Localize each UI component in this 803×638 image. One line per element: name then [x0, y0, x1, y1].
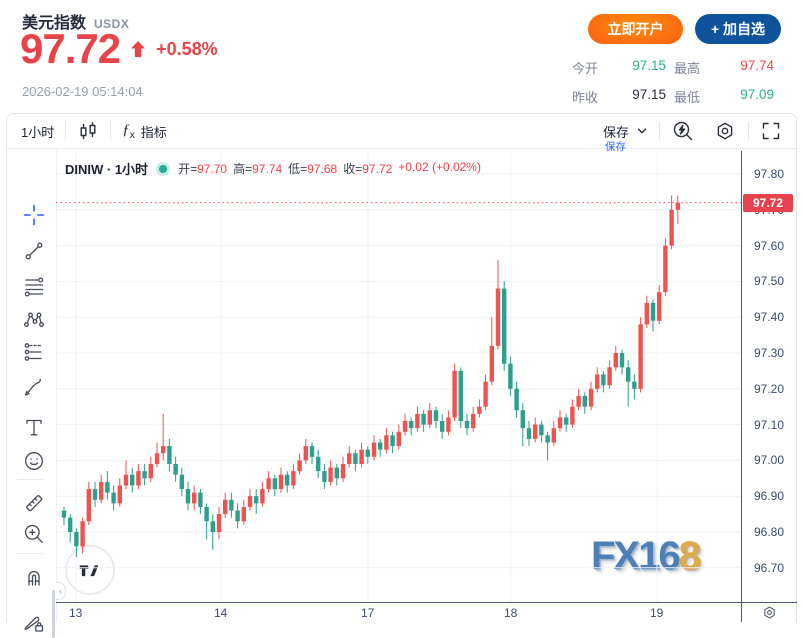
legend-ohlc: 开=97.70 高=97.74 低=97.68 收=97.72 +0.02 (+…: [178, 160, 481, 176]
save-label: 保存: [602, 124, 629, 140]
legend-series-title[interactable]: DINIW · 1小时: [65, 162, 149, 177]
stat-label: 昨收: [572, 90, 599, 105]
page-title: 美元指数: [22, 15, 87, 32]
price-tick-label: 97.30: [754, 346, 785, 360]
divider: [17, 479, 45, 480]
stat-label: 今开: [572, 61, 599, 76]
price-tick-label: 97.50: [754, 274, 785, 289]
fx-icon: ƒx: [122, 121, 135, 141]
axis-gear-icon: [764, 606, 775, 619]
divider: [65, 122, 67, 140]
tradingview-logo[interactable]: [65, 545, 115, 595]
emoji-tool[interactable]: [20, 447, 48, 475]
fullscreen-icon[interactable]: [760, 120, 782, 142]
text-tool[interactable]: [20, 414, 48, 442]
change-percent: +0.58%: [156, 38, 218, 59]
daily-stats: 今开 97.15 最高 97.74 昨收 97.15 最低 97.09: [572, 58, 774, 106]
market-status-dot: [159, 164, 168, 173]
price-tick-label: 97.00: [754, 453, 785, 468]
xabcd-pattern-tool[interactable]: [20, 306, 48, 334]
divider: [17, 553, 45, 554]
price-tick-label: 97.20: [754, 381, 785, 396]
stat-value-low: 97.09: [740, 87, 774, 102]
timestamp: 2026-02-19 05:14:04: [22, 84, 143, 99]
quick-search-icon[interactable]: [671, 119, 695, 143]
legend-high: 97.74: [252, 162, 283, 176]
legend-open: 97.70: [197, 162, 228, 176]
settings-gear-icon[interactable]: [713, 119, 737, 143]
save-button[interactable]: 保存 保存: [602, 122, 648, 153]
divider: [110, 122, 112, 140]
ruler-tool[interactable]: [20, 489, 48, 517]
save-hint-tooltip: 保存: [604, 140, 626, 153]
add-watchlist-button[interactable]: + 加自选: [695, 14, 781, 44]
stat-value-prev-close: 97.15: [632, 87, 666, 102]
legend-close: 97.72: [362, 162, 393, 176]
trend-line-tool[interactable]: [20, 237, 48, 265]
divider: [748, 122, 749, 140]
legend-low: 97.68: [307, 162, 338, 176]
price-tick-label: 96.70: [754, 560, 785, 575]
chart-toolbar: 1小时 ƒx 指标 保存 保存: [7, 114, 796, 153]
current-price-badge: 97.72: [743, 193, 793, 212]
price-tick-label: 97.10: [754, 417, 785, 432]
chart-widget: 1小时 ƒx 指标 保存 保存: [6, 113, 797, 638]
interval-button[interactable]: 1小时: [21, 124, 55, 140]
price-tick-label: 96.90: [754, 489, 785, 504]
time-tick-label: 18: [504, 606, 518, 620]
symbol-header: 美元指数 USDX: [22, 9, 129, 33]
stat-label: 最低: [674, 90, 701, 105]
chart-legend: DINIW · 1小时 开=97.70 高=97.74 低=97.68 收=97…: [65, 159, 481, 178]
axis-settings-corner[interactable]: [741, 602, 797, 622]
crosshair-tool[interactable]: [20, 201, 48, 229]
magnet-tool[interactable]: [20, 563, 48, 591]
symbol-code: USDX: [94, 17, 130, 31]
indicators-button[interactable]: ƒx 指标: [122, 122, 167, 141]
up-arrow-icon: [130, 40, 146, 58]
indicators-label: 指标: [140, 124, 167, 140]
stat-value-high: 97.74: [740, 58, 774, 73]
fib-retracement-tool[interactable]: [20, 273, 48, 301]
price-axis[interactable]: 97.72 97.8097.7097.6097.5097.4097.3097.2…: [741, 151, 797, 602]
fx168-logo: FX168: [591, 534, 701, 578]
price-row: 97.72 +0.58%: [20, 28, 218, 70]
time-axis[interactable]: 13 14 17 18 19: [56, 602, 741, 622]
stat-label: 最高: [674, 61, 701, 76]
open-account-button[interactable]: 立即开户: [588, 14, 683, 44]
chevron-down-icon: [637, 128, 647, 134]
forecast-tool[interactable]: [20, 338, 48, 366]
drawing-toolbar: [7, 150, 57, 638]
candlestick-chart[interactable]: [56, 151, 741, 602]
last-price: 97.72: [20, 25, 121, 72]
time-tick-label: 17: [361, 606, 375, 620]
price-tick-label: 97.40: [754, 310, 785, 325]
stat-value-open: 97.15: [632, 58, 666, 73]
price-tick-label: 96.80: [754, 525, 785, 539]
toolbar-left-group: 1小时 ƒx 指标: [21, 120, 167, 142]
lock-drawings-tool[interactable]: [20, 608, 48, 636]
price-tick-label: 97.80: [754, 167, 785, 181]
legend-change: +0.02 (+0.02%): [398, 160, 481, 174]
price-tick-label: 97.60: [754, 238, 785, 253]
time-tick-label: 19: [650, 606, 664, 620]
zoom-in-tool[interactable]: [20, 520, 48, 548]
time-tick-label: 14: [214, 606, 228, 620]
toolbar-right-group: 保存 保存: [602, 119, 782, 153]
brush-tool[interactable]: [20, 373, 48, 401]
sidebar-scrollbar[interactable]: [52, 590, 55, 638]
time-tick-label: 13: [69, 606, 83, 620]
divider: [659, 122, 660, 140]
candles-style-icon[interactable]: [77, 120, 99, 142]
